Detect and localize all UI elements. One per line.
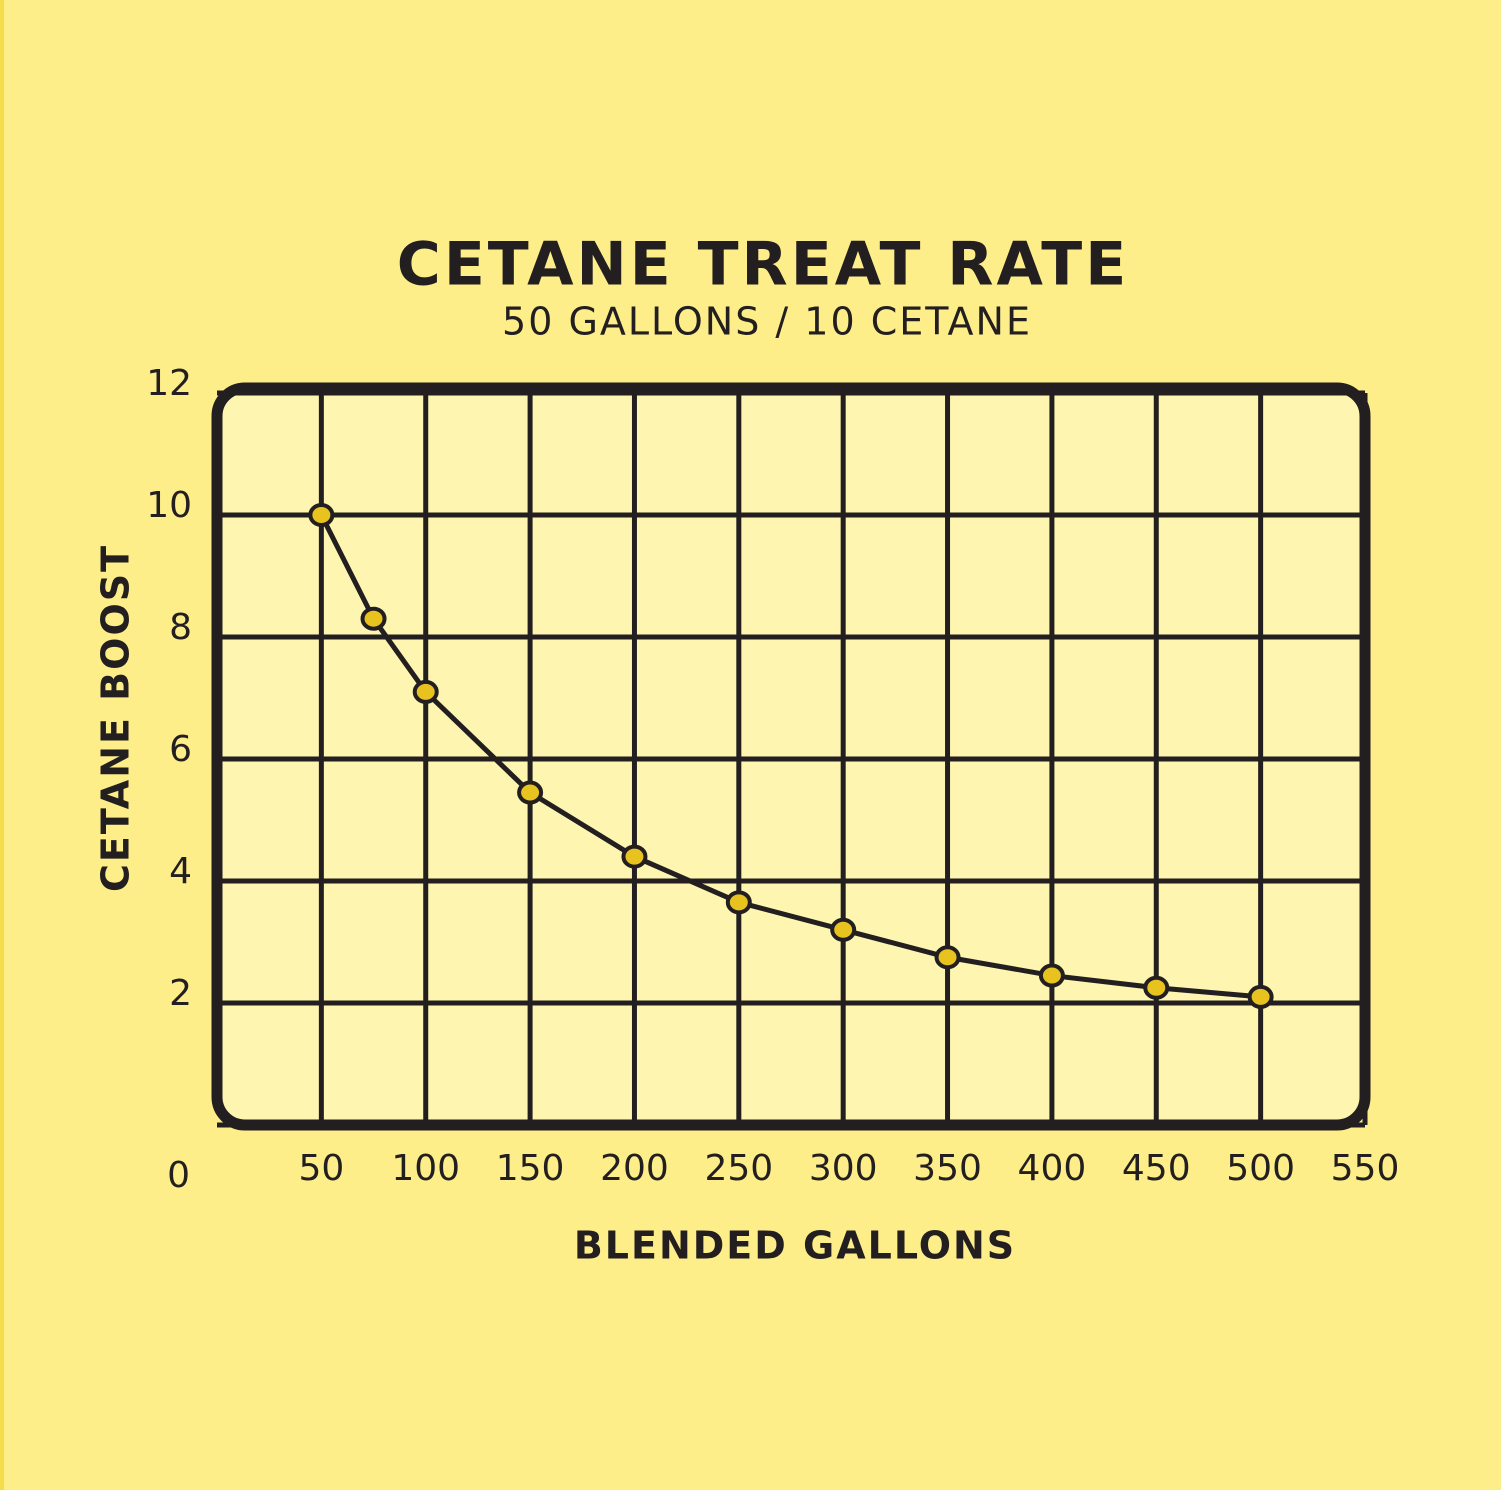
- data-point: [517, 780, 544, 805]
- data-point: [412, 679, 439, 704]
- x-tick-label: 350: [913, 1148, 982, 1189]
- x-tick-label: 500: [1226, 1148, 1295, 1189]
- data-point: [1038, 963, 1065, 988]
- y-tick-label: 12: [146, 363, 192, 404]
- y-axis-label: CETANE BOOST: [94, 544, 138, 892]
- y-tick-label: 8: [169, 607, 192, 648]
- plot-border: [211, 382, 1371, 1131]
- data-point: [725, 890, 752, 915]
- x-tick-label: 50: [298, 1148, 344, 1189]
- marks: [308, 503, 1274, 1009]
- data-point: [1143, 975, 1170, 1000]
- data-point: [1247, 984, 1274, 1009]
- x-tick-label: 400: [1018, 1148, 1087, 1189]
- x-tick-label: 550: [1331, 1148, 1400, 1189]
- data-point: [934, 945, 961, 970]
- x-tick-label: 250: [704, 1148, 773, 1189]
- data-point: [360, 606, 387, 631]
- data-point: [830, 917, 857, 942]
- edge-strip: [0, 0, 4, 1490]
- chart-subtitle: 50 GALLONS / 10 CETANE: [502, 300, 1032, 344]
- x-tick-label: 100: [391, 1148, 460, 1189]
- x-tick-label: 200: [600, 1148, 669, 1189]
- y-tick-label: 6: [169, 729, 192, 770]
- x-tick-label: 150: [496, 1148, 565, 1189]
- data-point: [621, 844, 648, 869]
- y-tick-label: 0: [167, 1155, 190, 1196]
- chart-title: CETANE TREAT RATE: [397, 230, 1129, 300]
- y-tick-label: 4: [169, 851, 192, 892]
- y-tick-label: 2: [169, 973, 192, 1014]
- y-tick-label: 10: [146, 485, 192, 526]
- data-point: [308, 503, 335, 527]
- x-tick-label: 300: [809, 1148, 878, 1189]
- x-tick-label: 450: [1122, 1148, 1191, 1189]
- x-axis-label: BLENDED GALLONS: [574, 1224, 1016, 1268]
